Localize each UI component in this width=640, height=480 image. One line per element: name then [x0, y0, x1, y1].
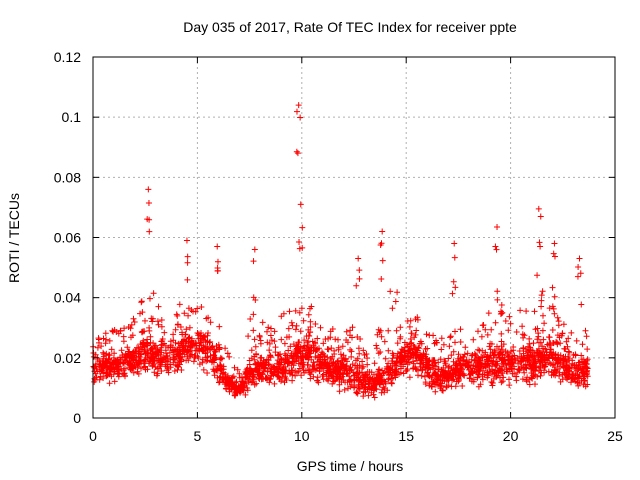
outlier-point	[494, 223, 501, 230]
outlier-point	[536, 239, 543, 246]
outlier-point	[449, 290, 456, 297]
y-tick-label: 0	[73, 410, 81, 426]
x-tick-labels: 0 5 10 15 20 25	[89, 428, 623, 444]
outlier-point	[452, 284, 459, 291]
outlier-point	[250, 311, 257, 318]
outlier-point	[574, 273, 581, 280]
outlier-point	[357, 336, 364, 343]
outlier-point	[299, 224, 306, 231]
y-tick-label: 0.12	[54, 49, 81, 65]
outlier-point	[534, 272, 541, 279]
outlier-point	[575, 264, 582, 271]
outlier-point	[252, 296, 259, 303]
x-tick-label: 5	[194, 428, 202, 444]
x-tick-label: 15	[398, 428, 414, 444]
x-axis-label: GPS time / hours	[297, 458, 404, 474]
outlier-point	[549, 284, 556, 291]
x-tick-label: 10	[294, 428, 310, 444]
y-tick-label: 0.1	[62, 109, 82, 125]
outlier-point	[577, 270, 584, 277]
scatter-points	[90, 288, 591, 401]
outlier-point	[295, 102, 302, 109]
outlier-point	[450, 278, 457, 285]
outlier-point	[251, 246, 258, 253]
outlier-point	[492, 243, 499, 250]
outlier-point	[493, 246, 500, 253]
outlier-point	[297, 114, 304, 121]
x-tick-label: 25	[607, 428, 623, 444]
outlier-point	[296, 245, 303, 252]
axis-ticks	[92, 56, 616, 419]
outlier-point	[214, 243, 221, 250]
outlier-point	[294, 150, 301, 157]
outlier-point	[378, 275, 385, 282]
outlier-point	[535, 205, 542, 212]
outlier-point	[576, 255, 583, 262]
y-tick-labels: 0 0.02 0.04 0.06 0.08 0.1 0.12	[54, 49, 81, 426]
x-tick-label: 0	[89, 428, 97, 444]
outlier-point	[550, 250, 557, 257]
outlier-point	[379, 257, 386, 264]
outlier-point	[353, 282, 360, 289]
outlier-point	[356, 267, 363, 274]
outlier-point	[214, 258, 221, 265]
y-tick-label: 0.02	[54, 350, 81, 366]
outlier-point	[184, 259, 191, 266]
y-axis-label: ROTI / TECUs	[6, 193, 22, 283]
chart-title: Day 035 of 2017, Rate Of TEC Index for r…	[183, 19, 517, 35]
outlier-point	[297, 201, 304, 208]
outlier-point	[451, 254, 458, 261]
outlier-point	[185, 312, 192, 319]
y-tick-label: 0.04	[54, 290, 81, 306]
outlier-point	[145, 199, 152, 206]
outlier-point	[537, 213, 544, 220]
outlier-point	[145, 186, 152, 193]
outlier-point	[184, 253, 191, 260]
outlier-point	[214, 267, 221, 274]
outlier-point	[537, 243, 544, 250]
outlier-point	[550, 305, 557, 312]
data-points	[90, 102, 591, 401]
outlier-point	[296, 239, 303, 246]
outlier-point	[184, 276, 191, 283]
outlier-point	[293, 108, 300, 115]
outlier-point	[144, 216, 151, 223]
outlier-point	[494, 288, 501, 295]
outlier-point	[551, 253, 558, 260]
outlier-point	[356, 275, 363, 282]
y-tick-label: 0.06	[54, 230, 81, 246]
outlier-point	[293, 148, 300, 155]
outlier-point	[377, 241, 384, 248]
outlier-point	[451, 240, 458, 247]
y-tick-label: 0.08	[54, 169, 81, 185]
outlier-point	[551, 240, 558, 247]
x-tick-label: 20	[503, 428, 519, 444]
outlier-point	[183, 237, 190, 244]
outlier-point	[578, 301, 585, 308]
outlier-point	[146, 228, 153, 235]
outlier-point	[250, 258, 257, 265]
outlier-point	[494, 296, 501, 303]
outlier-point	[379, 228, 386, 235]
outlier-point	[355, 255, 362, 262]
